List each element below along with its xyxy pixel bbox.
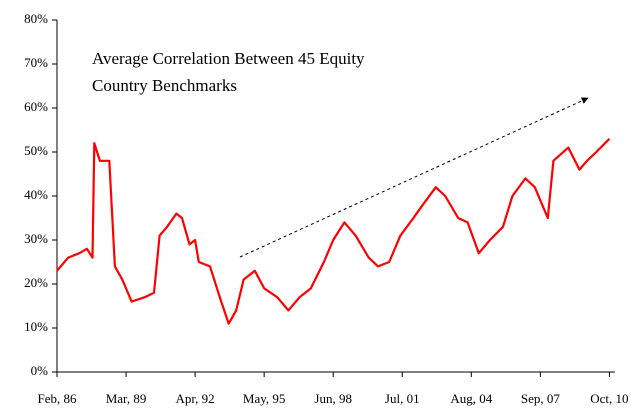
y-tick-label: 10% <box>24 319 48 334</box>
x-tick-label: Mar, 89 <box>106 391 147 406</box>
x-tick-label: Oct, 10 <box>590 391 628 406</box>
x-tick-label: May, 95 <box>243 391 286 406</box>
x-tick-label: Jul, 01 <box>385 391 420 406</box>
y-tick-label: 70% <box>24 55 48 70</box>
x-tick-label: Feb, 86 <box>38 391 78 406</box>
x-tick-label: Apr, 92 <box>175 391 214 406</box>
x-tick-label: Aug, 04 <box>450 391 492 406</box>
chart-title: Average Correlation Between 45 Equity <box>92 49 365 68</box>
line <box>56 138 611 325</box>
y-tick-label: 0% <box>31 363 49 378</box>
y-tick-label: 80% <box>24 11 48 26</box>
chart-title: Country Benchmarks <box>92 76 237 95</box>
y-tick-label: 40% <box>24 187 48 202</box>
x-tick-label: Sep, 07 <box>521 391 561 406</box>
y-tick-label: 30% <box>24 231 48 246</box>
y-tick-label: 20% <box>24 275 48 290</box>
x-tick-label: Jun, 98 <box>314 391 352 406</box>
y-tick-label: 50% <box>24 143 48 158</box>
y-tick-label: 60% <box>24 99 48 114</box>
trend-arrow <box>239 97 589 258</box>
